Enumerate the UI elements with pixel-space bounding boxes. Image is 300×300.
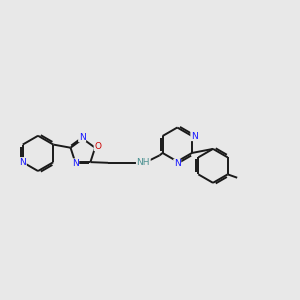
Text: N: N (191, 131, 198, 140)
Text: N: N (79, 133, 86, 142)
Text: NH: NH (136, 158, 150, 167)
Text: N: N (174, 159, 181, 168)
Text: N: N (72, 159, 79, 168)
Text: N: N (20, 158, 26, 167)
Text: O: O (94, 142, 101, 151)
